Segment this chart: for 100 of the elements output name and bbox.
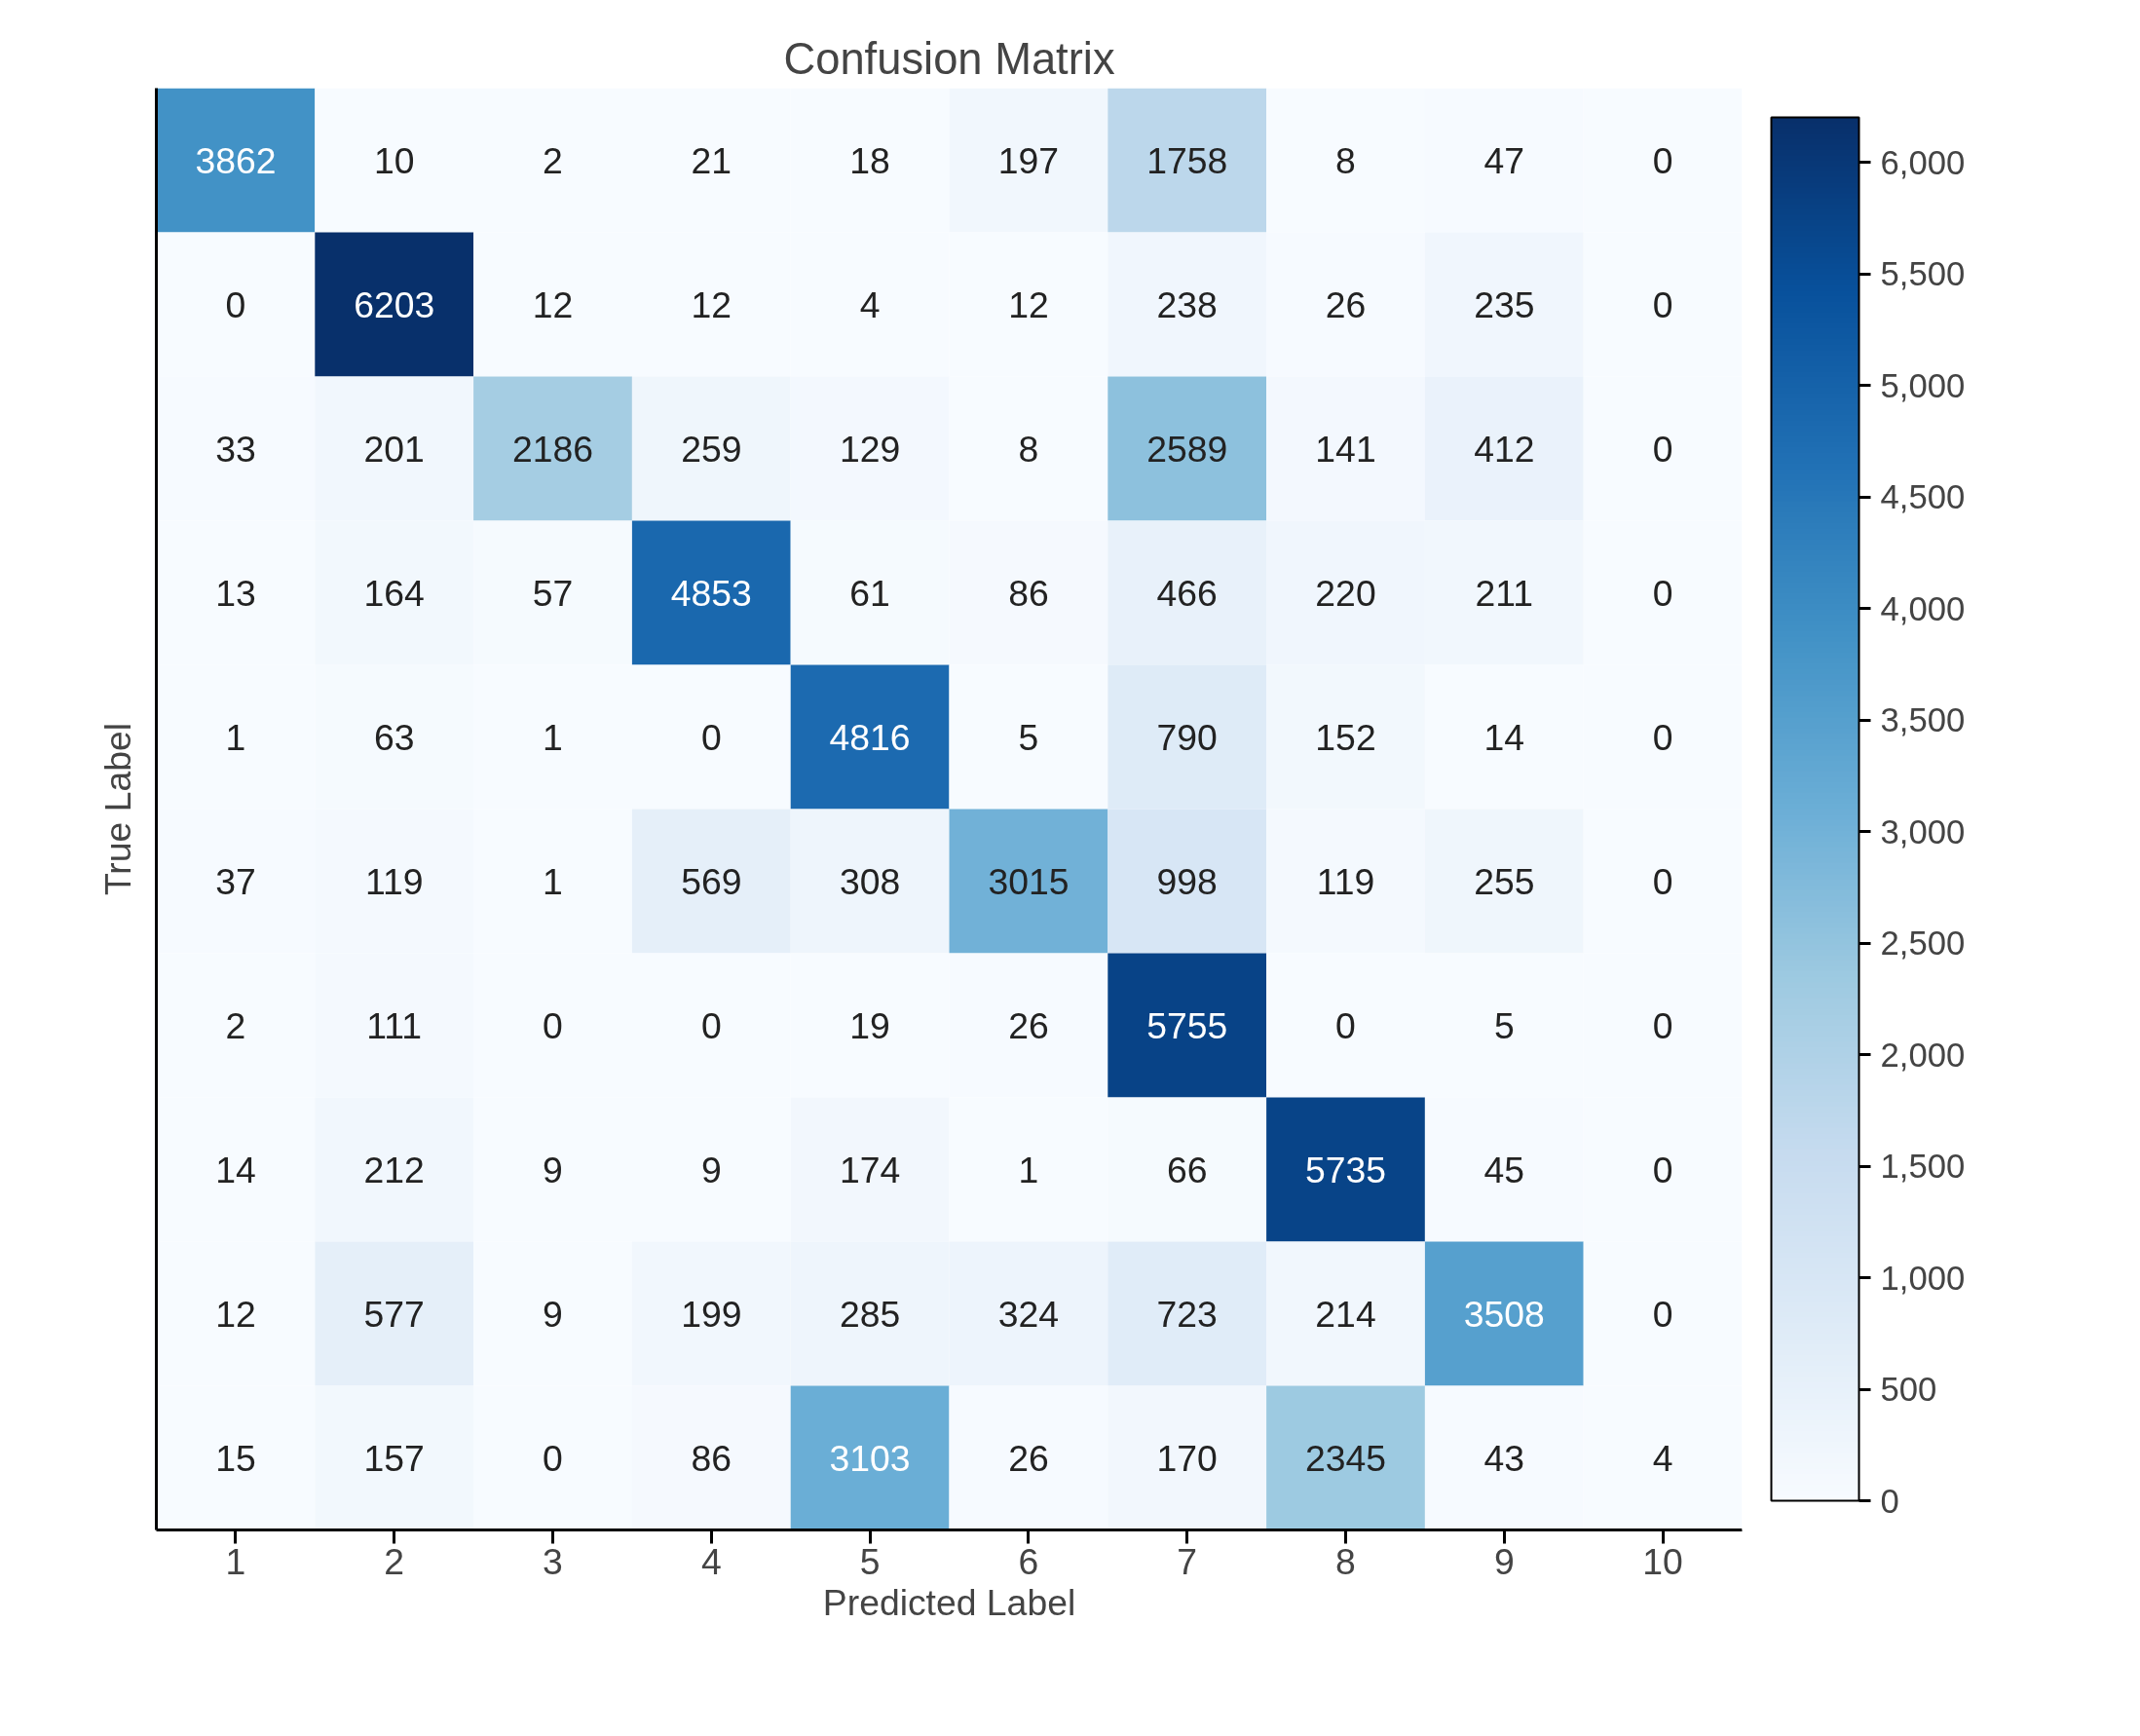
data-label: 13	[215, 572, 256, 614]
data-label: 15	[215, 1437, 256, 1479]
data-label: 5	[1493, 1004, 1515, 1046]
data-label: 0	[700, 716, 722, 758]
x-tick-label: 8	[1335, 1540, 1356, 1582]
data-label: 5735	[1304, 1149, 1387, 1190]
data-label: 3508	[1463, 1293, 1545, 1335]
data-label: 4853	[670, 572, 752, 614]
data-label: 577	[363, 1293, 425, 1335]
data-label: 211	[1475, 572, 1534, 614]
data-label: 199	[681, 1293, 742, 1335]
data-label: 0	[1652, 572, 1673, 614]
data-label: 19	[849, 1004, 890, 1046]
data-label: 220	[1315, 572, 1376, 614]
data-label: 1	[225, 716, 246, 758]
data-label: 66	[1166, 1149, 1208, 1190]
data-label: 12	[691, 283, 732, 325]
data-label: 4	[859, 283, 881, 325]
x-axis-title: Predicted Label	[822, 1581, 1076, 1623]
data-label: 157	[363, 1437, 425, 1479]
data-label: 324	[997, 1293, 1060, 1335]
color-bar-label: 2,500	[1880, 925, 1966, 962]
data-label: 0	[1652, 139, 1673, 181]
data-label: 170	[1156, 1437, 1218, 1479]
x-tick-label: 2	[384, 1540, 405, 1582]
data-label: 47	[1483, 139, 1525, 181]
data-label: 18	[849, 139, 890, 181]
data-label: 2186	[511, 428, 594, 470]
color-bar-label: 4,000	[1880, 589, 1966, 627]
data-label: 308	[839, 860, 901, 902]
data-label: 8	[1335, 139, 1356, 181]
data-label: 1	[543, 716, 563, 758]
data-label: 214	[1315, 1293, 1376, 1335]
data-label: 45	[1483, 1149, 1525, 1190]
data-label: 3862	[195, 139, 277, 181]
data-label: 235	[1474, 283, 1535, 325]
data-label: 119	[1316, 860, 1375, 902]
data-label: 12	[215, 1293, 256, 1335]
data-label: 2345	[1304, 1437, 1387, 1479]
data-label: 790	[1156, 716, 1218, 758]
data-label: 0	[1652, 1149, 1673, 1190]
data-label: 255	[1474, 860, 1535, 902]
data-label: 0	[543, 1004, 563, 1046]
data-label: 5755	[1146, 1004, 1228, 1046]
x-tick-label: 3	[543, 1540, 563, 1582]
data-label: 164	[363, 572, 425, 614]
data-label: 8	[1018, 428, 1039, 470]
data-label: 26	[1008, 1004, 1049, 1046]
data-label: 129	[839, 428, 901, 470]
x-tick-label: 10	[1642, 1540, 1683, 1582]
data-label: 569	[681, 860, 742, 902]
data-label: 412	[1474, 428, 1535, 470]
data-label: 0	[1652, 1004, 1673, 1046]
data-label: 3015	[988, 860, 1070, 902]
data-label: 86	[1008, 572, 1049, 614]
y-axis-title: True Label	[96, 722, 138, 896]
data-label: 14	[215, 1149, 256, 1190]
data-label: 201	[363, 428, 425, 470]
data-label: 119	[364, 860, 424, 902]
data-label: 259	[681, 428, 742, 470]
color-bar-label: 3,000	[1880, 812, 1966, 850]
color-bar-label: 1,500	[1880, 1148, 1966, 1186]
data-label: 212	[363, 1149, 425, 1190]
data-label: 998	[1156, 860, 1218, 902]
data-label: 0	[1652, 716, 1673, 758]
data-label: 43	[1483, 1437, 1525, 1479]
data-label: 3103	[829, 1437, 911, 1479]
data-label: 63	[373, 716, 415, 758]
data-label: 174	[839, 1149, 901, 1190]
data-label: 2	[225, 1004, 246, 1046]
data-label: 0	[225, 283, 246, 325]
data-label: 2589	[1146, 428, 1228, 470]
color-bar-label: 3,500	[1880, 701, 1966, 739]
data-label: 0	[1652, 428, 1673, 470]
data-label: 57	[532, 572, 574, 614]
data-label: 141	[1315, 428, 1376, 470]
data-label: 9	[543, 1149, 563, 1190]
data-label: 21	[691, 139, 732, 181]
data-label: 0	[1652, 283, 1673, 325]
data-label: 723	[1156, 1293, 1218, 1335]
x-tick-label: 1	[225, 1540, 246, 1582]
data-label: 152	[1315, 716, 1376, 758]
x-tick-label: 4	[700, 1540, 722, 1582]
data-label: 1758	[1146, 139, 1228, 181]
data-label: 0	[543, 1437, 563, 1479]
x-tick-label: 5	[859, 1540, 881, 1582]
data-label: 37	[215, 860, 256, 902]
color-bar-label: 500	[1880, 1371, 1937, 1409]
color-bar-label: 1,000	[1880, 1259, 1966, 1297]
data-label: 2	[543, 139, 563, 181]
data-label: 9	[700, 1149, 722, 1190]
data-label: 5	[1018, 716, 1039, 758]
chart-title: Confusion Matrix	[783, 33, 1115, 84]
data-label: 86	[691, 1437, 732, 1479]
data-label: 12	[1008, 283, 1049, 325]
data-label: 4816	[829, 716, 911, 758]
data-label: 111	[366, 1004, 423, 1046]
x-tick-label: 6	[1018, 1540, 1039, 1582]
data-label: 6203	[354, 283, 435, 325]
data-label: 4	[1652, 1437, 1673, 1479]
